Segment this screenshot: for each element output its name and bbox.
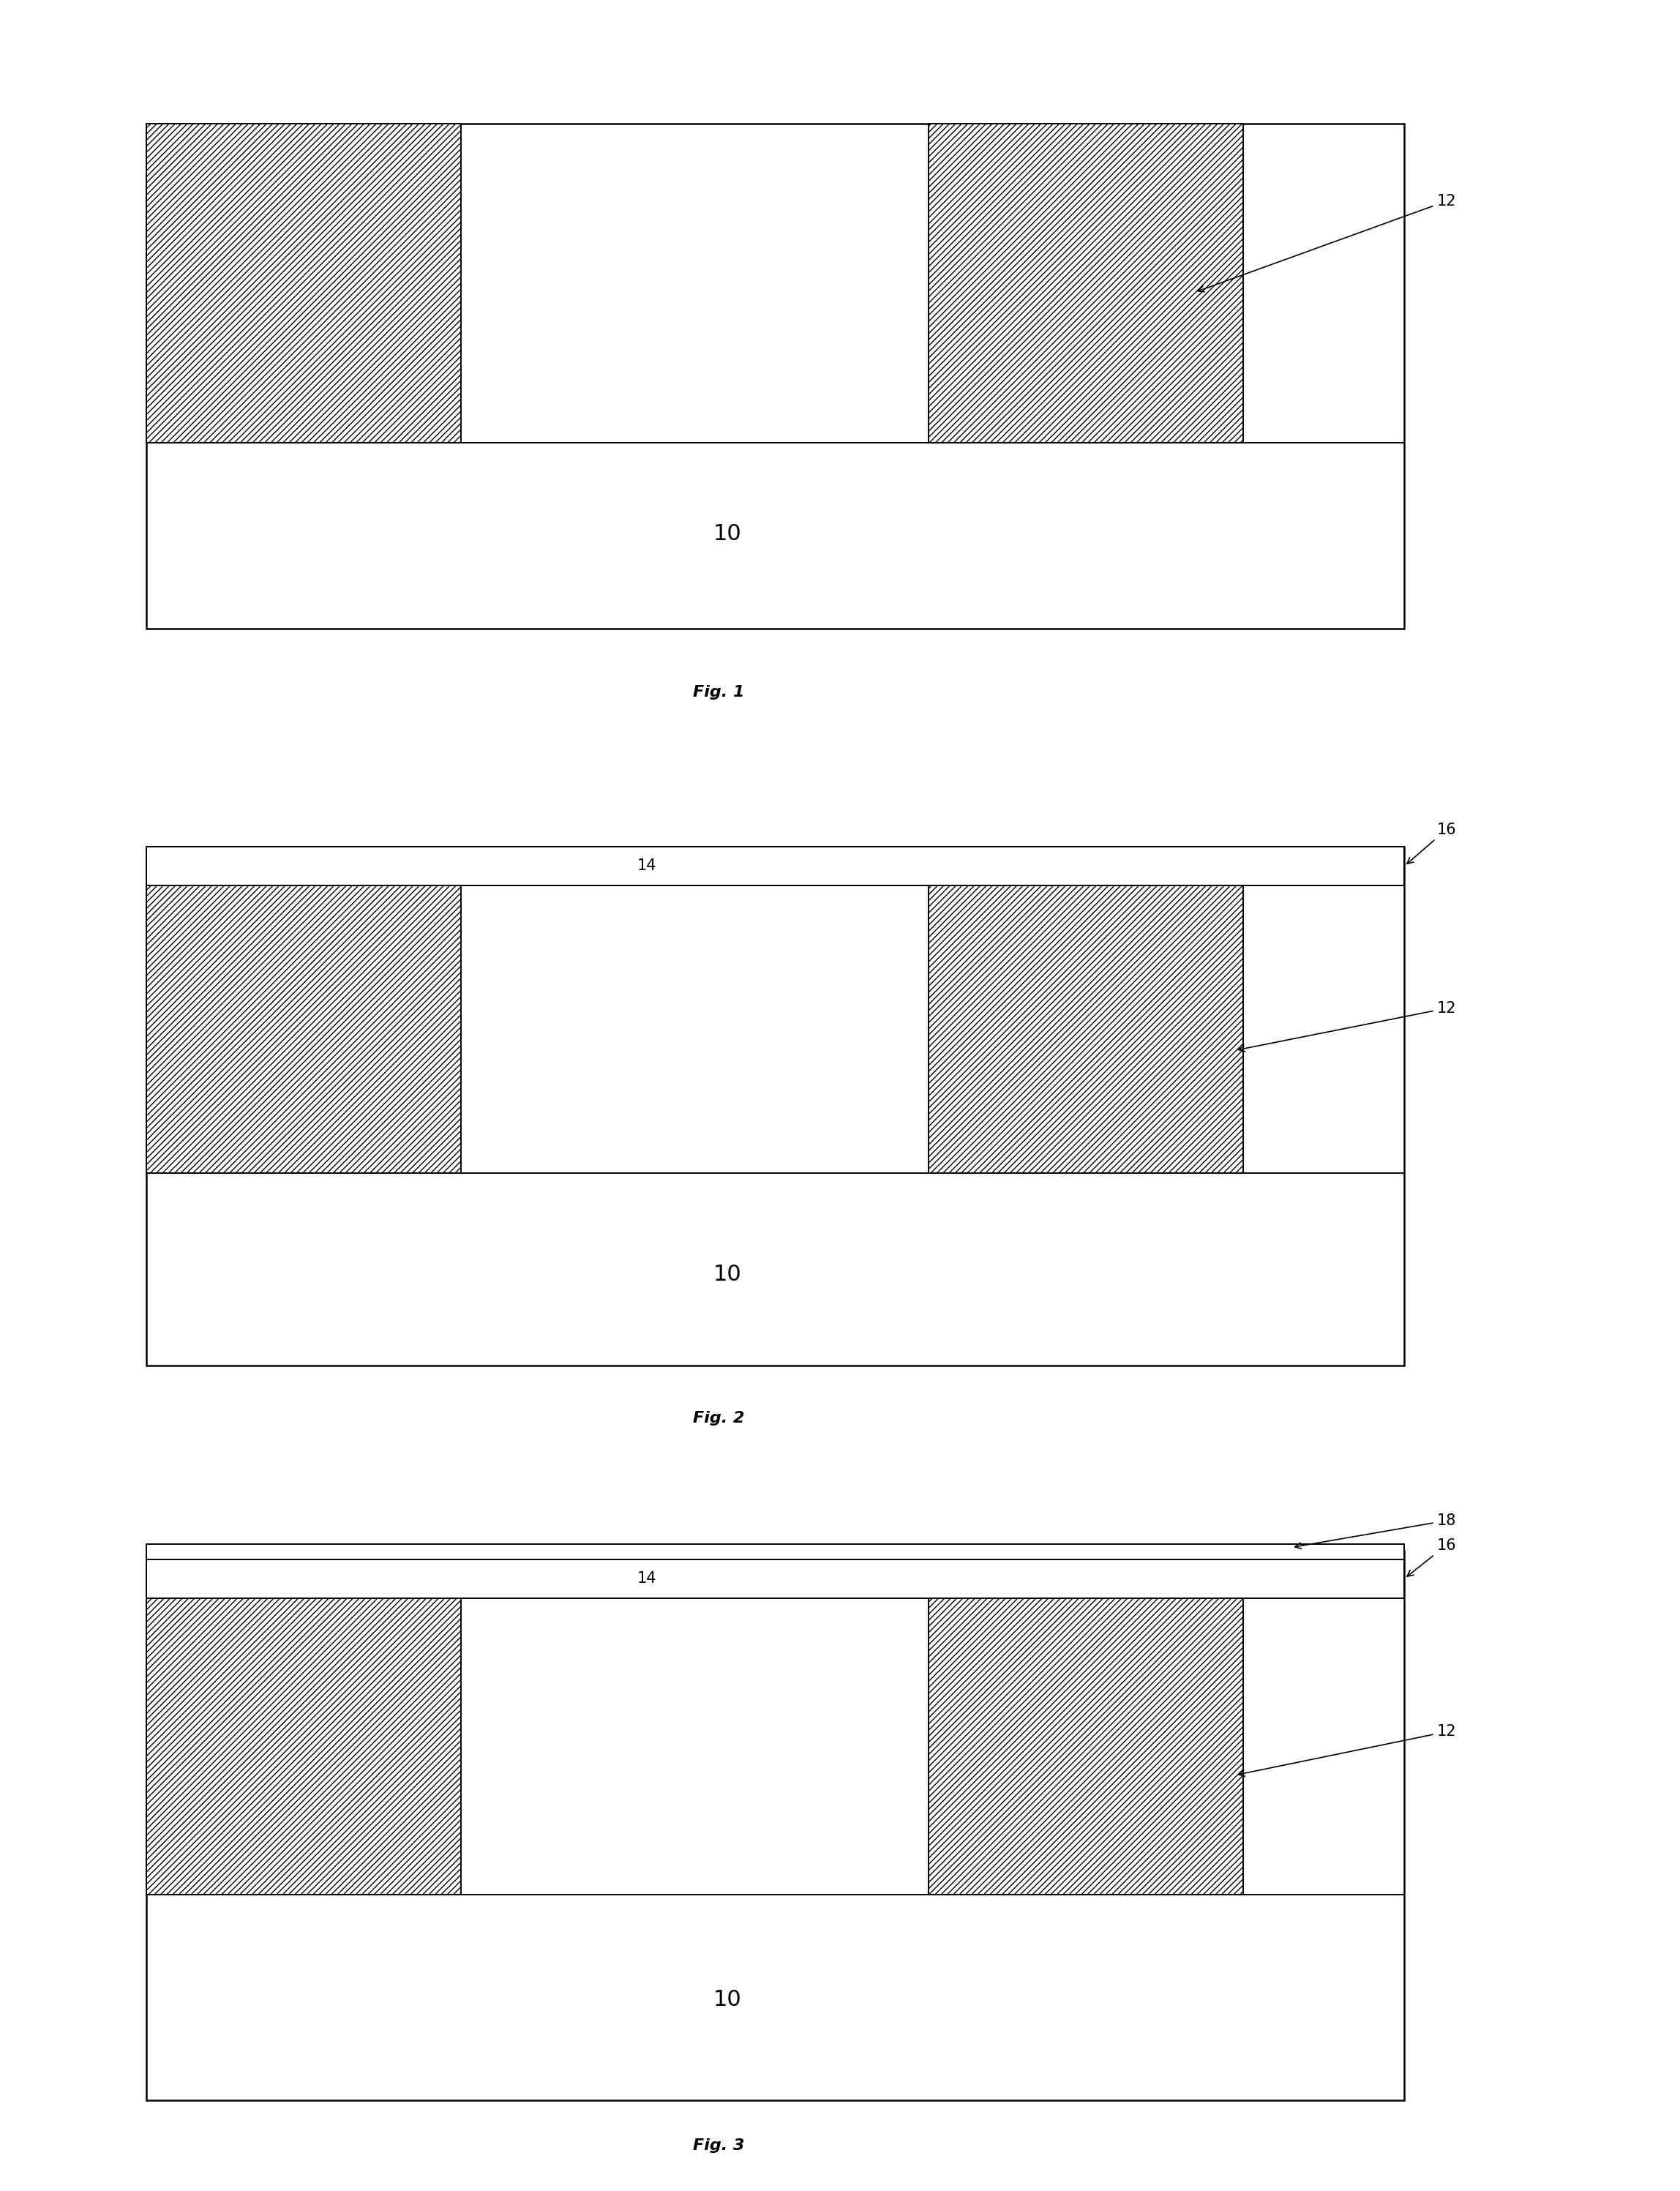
Bar (929, 1597, 1243, 1895)
Text: Fig. 3: Fig. 3 (694, 2138, 744, 2154)
Text: Fig. 2: Fig. 2 (694, 1411, 744, 1426)
Text: 10: 10 (712, 1264, 741, 1286)
Bar (146, 848, 1404, 885)
Text: 18: 18 (1295, 1514, 1457, 1549)
Bar (146, 1560, 1404, 1597)
Bar (146, 1551, 1404, 2101)
Bar (146, 1545, 1404, 1560)
Bar (146, 848, 1404, 1365)
Text: 10: 10 (712, 1989, 741, 2009)
Text: 12: 12 (1198, 193, 1457, 291)
Bar (146, 1597, 460, 1895)
Text: 12: 12 (1238, 1724, 1457, 1777)
Bar (929, 125, 1243, 443)
Text: 14: 14 (637, 859, 657, 874)
Text: Fig. 1: Fig. 1 (694, 684, 744, 699)
Bar (146, 125, 460, 443)
Text: 16: 16 (1408, 1538, 1457, 1575)
Text: 16: 16 (1408, 822, 1457, 863)
Bar (146, 885, 460, 1172)
Text: 12: 12 (1238, 1001, 1457, 1052)
Bar (146, 125, 1404, 629)
Bar (929, 885, 1243, 1172)
Text: 14: 14 (637, 1571, 657, 1586)
Text: 10: 10 (712, 524, 741, 546)
